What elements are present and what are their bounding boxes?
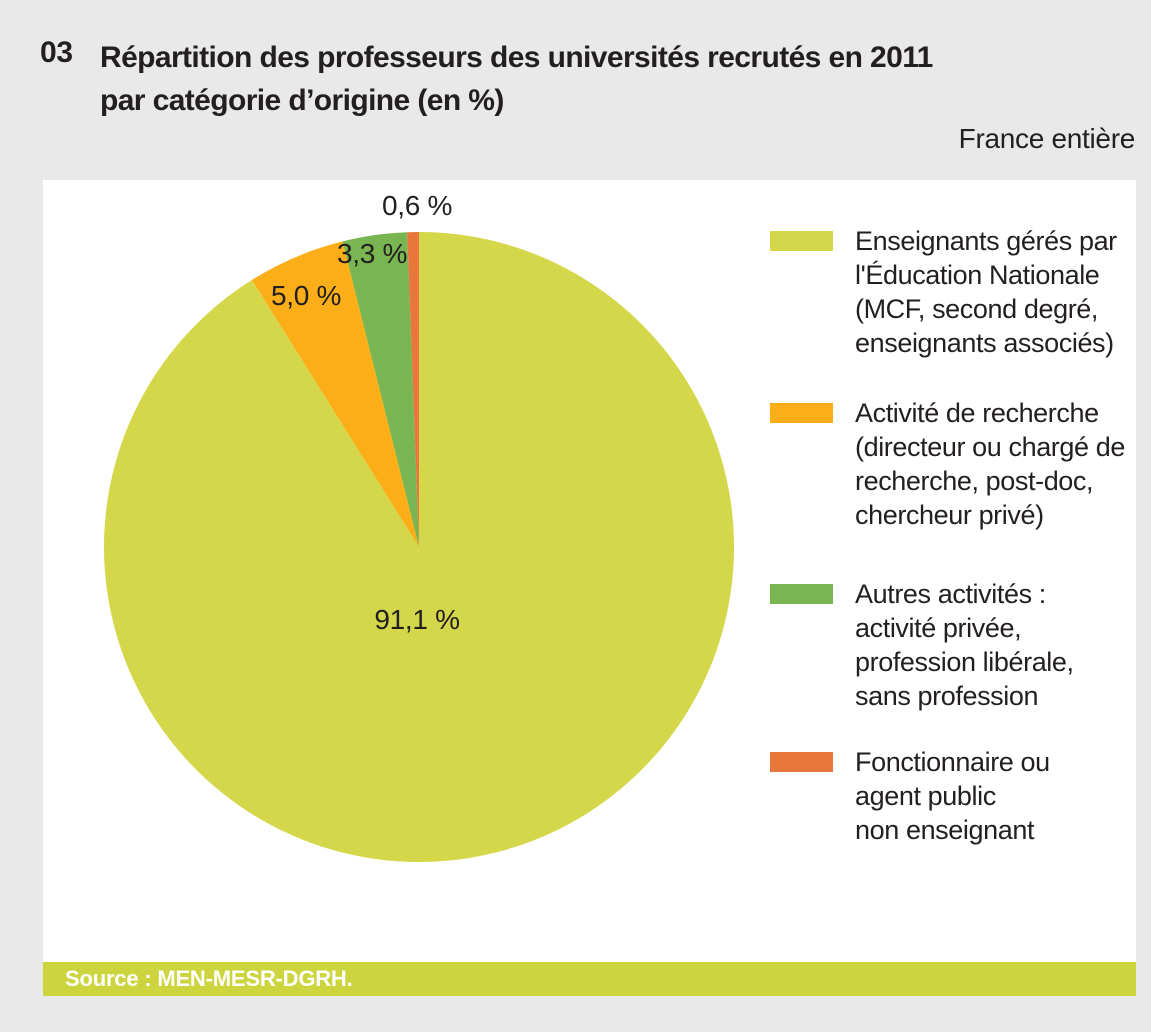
legend-label-fonctionnaire: Fonctionnaire ou agent public non enseig… — [855, 747, 1050, 845]
pie-slice-1 — [251, 241, 419, 547]
pie-label-3-3: 3,3 % — [336, 238, 408, 269]
chart-title-line2: par catégorie d’origine (en %) — [100, 84, 504, 117]
source-text: Source : MEN-MESR-DGRH. — [65, 966, 353, 991]
pie-slice-2 — [342, 232, 419, 547]
pie-chart — [104, 232, 734, 862]
legend-label-autres: Autres activités : activité privée, prof… — [855, 579, 1074, 711]
pie-label-0-6: 0,6 % — [381, 190, 453, 221]
legend-item-fonctionnaire: Fonctionnaire ou agent public non enseig… — [770, 745, 1050, 847]
legend-item-enseignants: Enseignants gérés par l'Éducation Nation… — [770, 224, 1117, 360]
figure-number: 03 — [40, 36, 73, 69]
legend-item-recherche: Activité de recherche (directeur ou char… — [770, 396, 1125, 532]
legend-item-autres: Autres activités : activité privée, prof… — [770, 577, 1074, 713]
chart-title-line1: Répartition des professeurs des universi… — [100, 41, 933, 74]
legend-swatch-green — [770, 584, 833, 604]
region-label: France entière — [958, 123, 1136, 154]
chart-panel: 0,6 % 3,3 % 5,0 % 91,1 % Enseignants gér… — [43, 180, 1136, 996]
legend-swatch-chartreuse — [770, 231, 833, 251]
source-bar: Source : MEN-MESR-DGRH. — [43, 962, 1136, 996]
legend-label-enseignants: Enseignants gérés par l'Éducation Nation… — [855, 226, 1117, 358]
pie-label-5-0: 5,0 % — [270, 280, 342, 311]
legend-label-recherche: Activité de recherche (directeur ou char… — [855, 398, 1125, 530]
pie-slice-3 — [407, 232, 419, 547]
chart-title: Répartition des professeurs des universi… — [100, 36, 1060, 122]
legend-swatch-orange — [770, 403, 833, 423]
pie-slice-0 — [104, 232, 734, 862]
pie-label-91-1: 91,1 % — [374, 604, 460, 635]
legend-swatch-red-orange — [770, 752, 833, 772]
